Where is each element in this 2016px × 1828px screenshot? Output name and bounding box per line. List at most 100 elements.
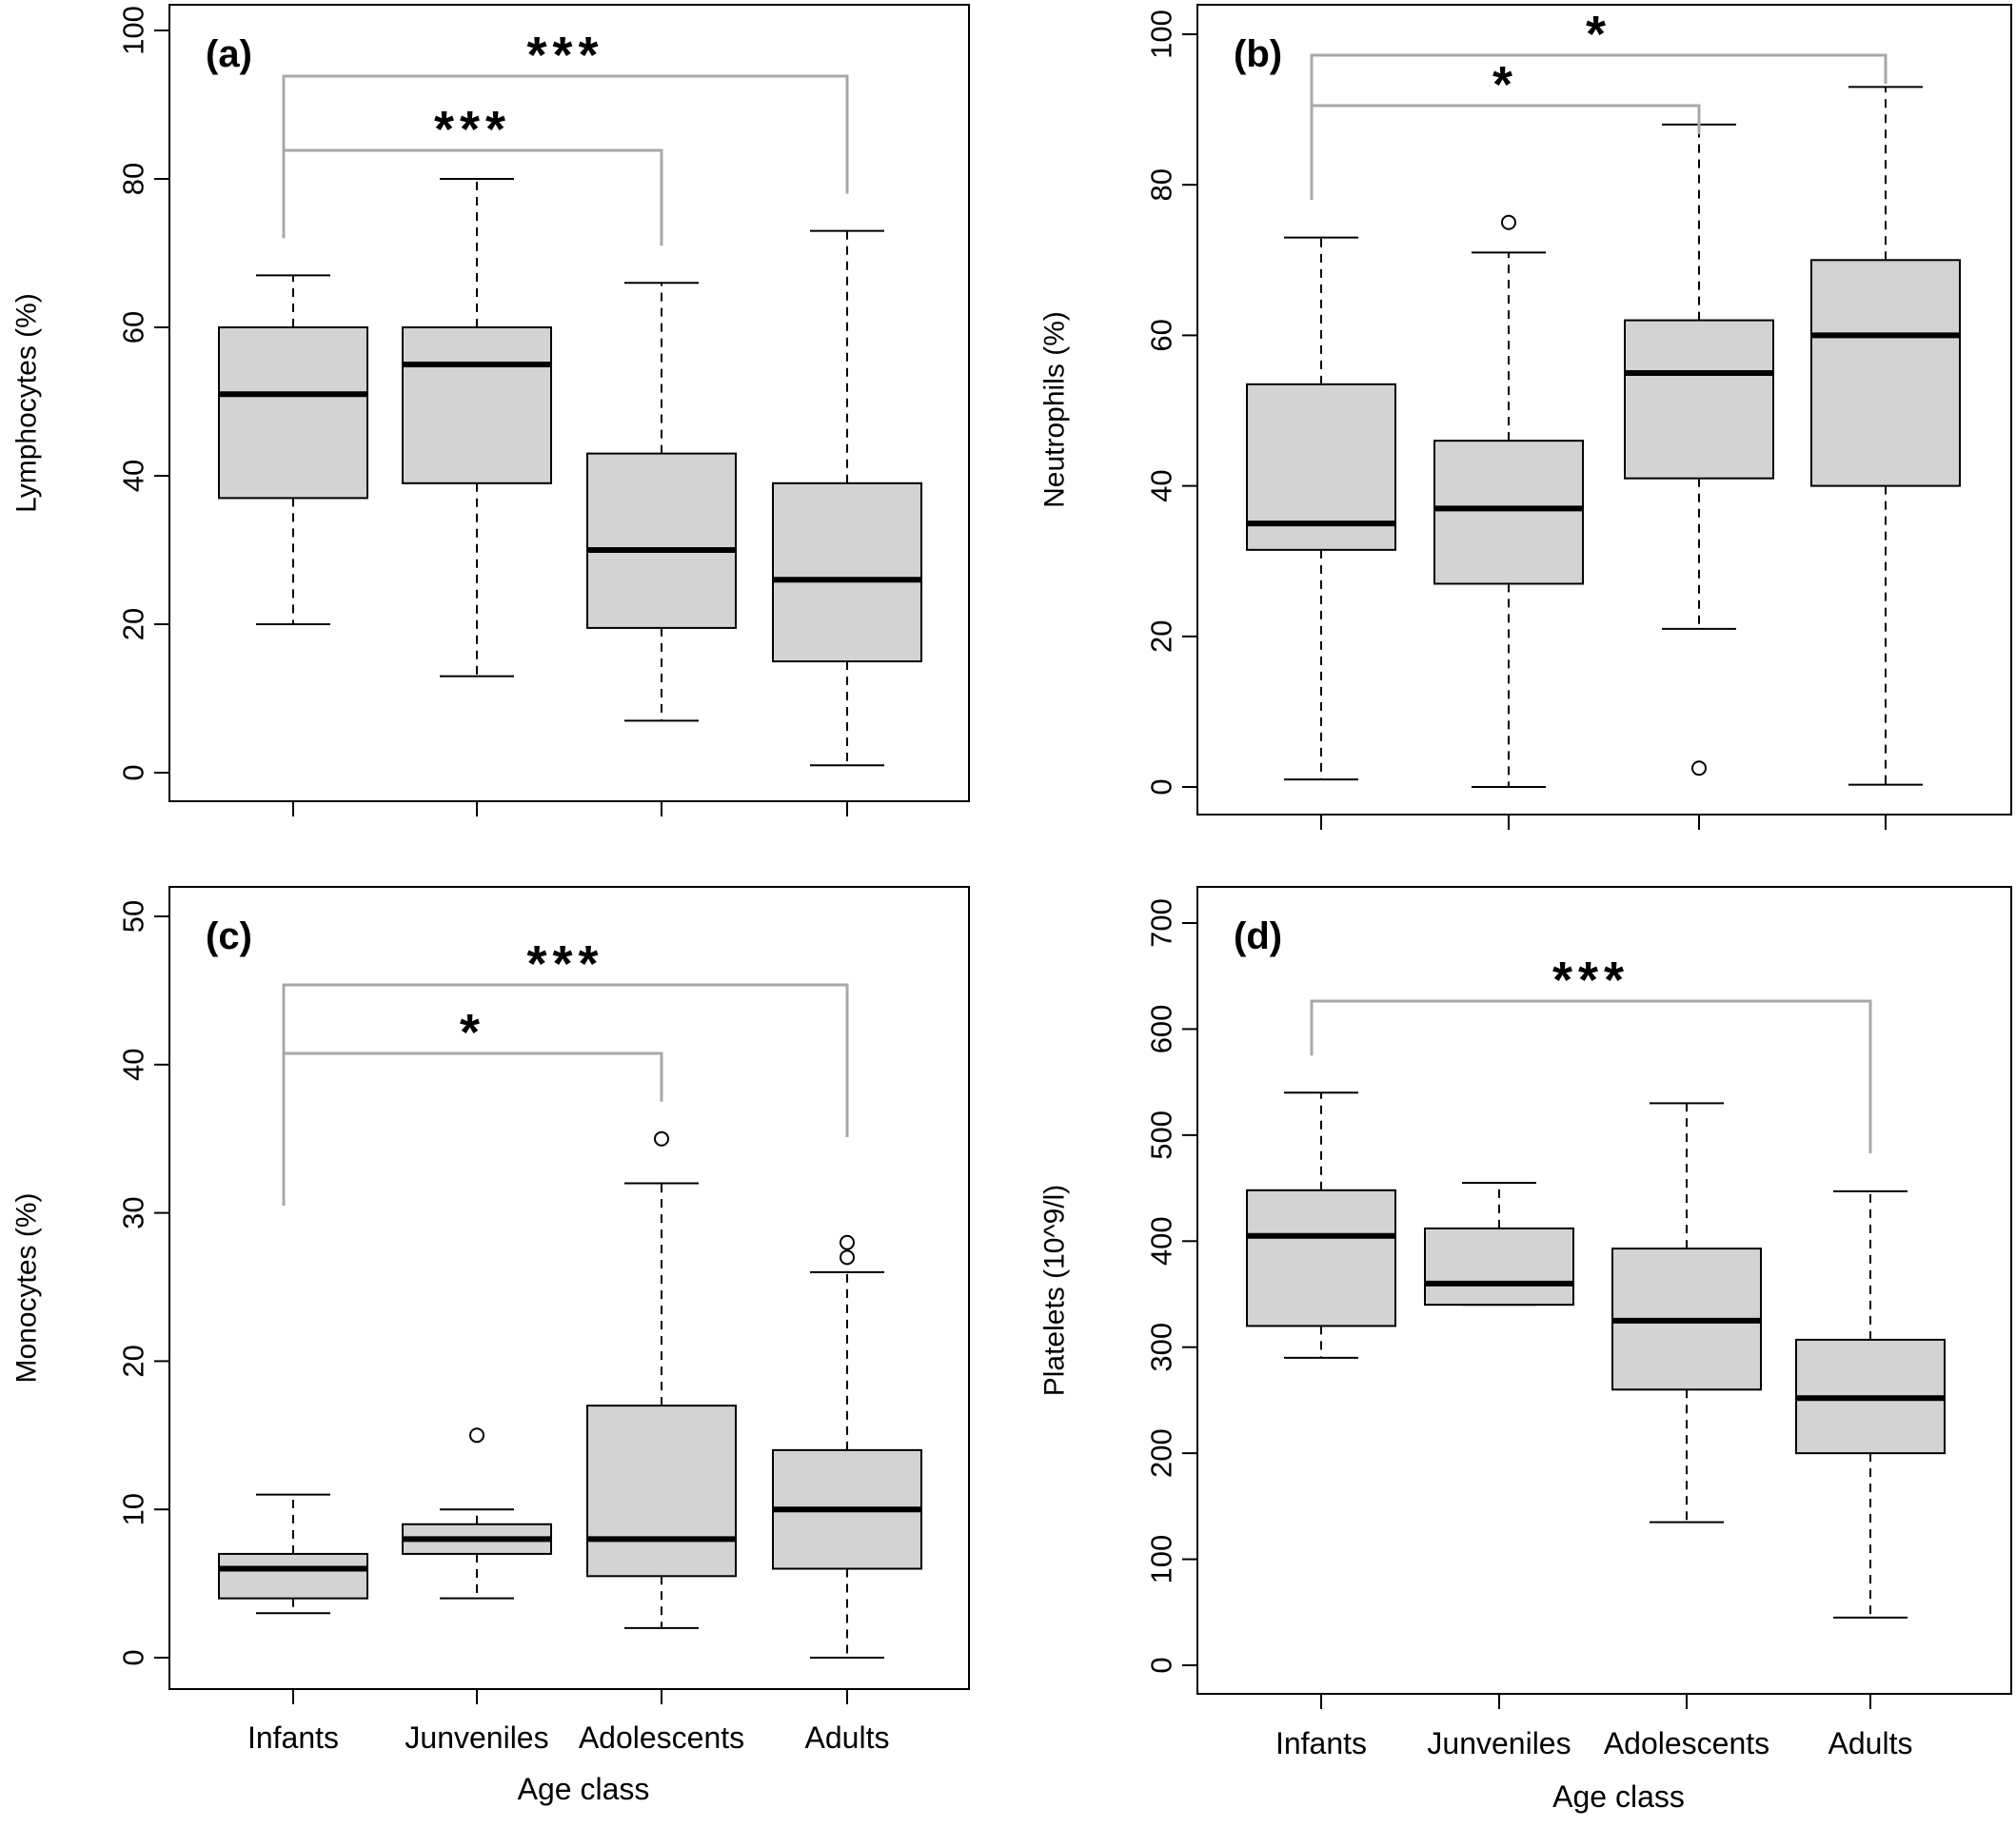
outlier-point <box>654 1130 669 1147</box>
box-adolescents <box>1611 1102 1762 1523</box>
iqr-box <box>1424 1227 1574 1307</box>
box-junveniles <box>1424 1182 1574 1307</box>
y-axis-title: Platelets (10^9/l) <box>1039 1185 1071 1397</box>
y-tick-label: 400 <box>1145 1216 1178 1266</box>
y-tick-label: 80 <box>1145 168 1178 201</box>
bracket-line <box>282 983 849 1137</box>
y-tick-label: 300 <box>1145 1323 1178 1372</box>
outlier-point <box>469 1427 484 1444</box>
y-tick-label: 100 <box>1145 10 1178 59</box>
iqr-box <box>586 1405 737 1578</box>
panel-label: (b) <box>1234 33 1282 75</box>
x-category-label: Junveniles <box>1427 1726 1571 1760</box>
x-category-label: Adults <box>1828 1726 1913 1760</box>
x-category-label: Junveniles <box>405 1720 548 1755</box>
y-axis-title: Neutrophils (%) <box>1039 311 1071 508</box>
box-adults <box>1795 1189 1946 1619</box>
bracket-line <box>1310 53 1888 201</box>
x-category-label: Adults <box>805 1720 890 1755</box>
significance-label: * <box>460 1004 485 1061</box>
iqr-box <box>1246 1189 1396 1327</box>
y-tick-label: 40 <box>117 1049 150 1081</box>
bracket-line <box>282 1052 663 1206</box>
plot-frame <box>1196 4 2012 816</box>
y-tick-label: 60 <box>117 311 150 344</box>
y-tick-label: 40 <box>117 460 150 492</box>
box-infants <box>218 274 368 625</box>
x-category-label: Adolescents <box>1604 1726 1769 1760</box>
bracket-line <box>282 74 849 228</box>
y-tick-label: 100 <box>117 6 150 55</box>
y-axis-title: Lymphocytes (%) <box>11 293 43 513</box>
iqr-box <box>218 1552 368 1600</box>
box-adolescents <box>586 282 737 722</box>
box-junveniles <box>402 1427 552 1600</box>
iqr-box <box>1624 319 1774 480</box>
iqr-box <box>1810 259 1961 487</box>
box-adults <box>1810 86 1961 786</box>
box-junveniles <box>402 178 552 678</box>
panel-a: 0 20 40 60 80 100 Lymphocytes (%) (a) *** *** <box>11 4 970 816</box>
y-tick-label: 0 <box>117 1649 150 1665</box>
outlier-point <box>1691 760 1707 776</box>
panel-b: 0 20 40 60 80 100 Neutrophils (%) (b) * * <box>1039 4 2012 830</box>
bracket-line <box>1310 999 1872 1153</box>
x-axis-title: Age class <box>518 1772 650 1806</box>
panel-c: 0 10 20 30 40 50 Monocytes (%) Infants Junvenile… <box>11 886 970 1806</box>
x-axis-title: Age class <box>1552 1779 1685 1814</box>
y-tick-label: 20 <box>117 1345 150 1377</box>
y-tick-label: 600 <box>1145 1005 1178 1054</box>
y-tick-label: 50 <box>117 900 150 933</box>
box-infants <box>218 1493 368 1615</box>
y-axis-title: Monocytes (%) <box>11 1192 43 1383</box>
bracket-line <box>1310 104 1701 201</box>
significance-label: *** <box>526 27 603 84</box>
significance-bracket: * <box>282 1004 663 1206</box>
box-adolescents <box>1624 123 1774 776</box>
y-tick-label: 0 <box>117 764 150 780</box>
iqr-box <box>1433 440 1584 585</box>
x-category-label: Adolescents <box>579 1720 744 1755</box>
panel-label: (a) <box>206 33 252 75</box>
iqr-box <box>772 482 922 662</box>
y-tick-label: 0 <box>1145 1657 1178 1673</box>
x-category-label: Infants <box>247 1720 339 1755</box>
box-infants <box>1246 236 1396 781</box>
plot-frame <box>168 4 970 802</box>
iqr-box <box>218 326 368 500</box>
y-tick-label: 40 <box>1145 469 1178 501</box>
significance-bracket: *** <box>282 935 849 1137</box>
box-adults <box>772 1234 922 1659</box>
box-adults <box>772 229 922 767</box>
y-tick-label: 20 <box>117 608 150 640</box>
significance-bracket: *** <box>282 27 849 228</box>
bracket-line <box>282 148 663 246</box>
y-tick-label: 60 <box>1145 319 1178 351</box>
y-tick-label: 100 <box>1145 1535 1178 1584</box>
iqr-box <box>402 326 552 484</box>
iqr-box <box>586 452 737 629</box>
significance-bracket: * <box>1310 56 1701 201</box>
y-tick-label: 200 <box>1145 1428 1178 1478</box>
box-infants <box>1246 1091 1396 1359</box>
y-tick-label: 80 <box>117 163 150 195</box>
box-junveniles <box>1433 214 1584 788</box>
panel-label: (d) <box>1234 915 1282 957</box>
significance-label: *** <box>434 101 511 158</box>
box-adolescents <box>586 1130 737 1629</box>
y-tick-label: 20 <box>1145 620 1178 653</box>
y-tick-label: 0 <box>1145 778 1178 795</box>
y-tick-label: 500 <box>1145 1111 1178 1160</box>
significance-label: * <box>1492 56 1518 113</box>
significance-label: * <box>1586 6 1611 63</box>
outlier-point <box>840 1234 855 1250</box>
significance-bracket: *** <box>1310 952 1872 1153</box>
y-tick-label: 700 <box>1145 898 1178 948</box>
significance-label: *** <box>1552 952 1630 1009</box>
x-category-label: Infants <box>1275 1726 1367 1760</box>
y-tick-label: 10 <box>117 1493 150 1525</box>
significance-bracket: * <box>1310 6 1888 201</box>
significance-label: *** <box>526 935 603 993</box>
panel-d: 0 100 200 300 400 500 600 700 Platelets (10^9/l)… <box>1039 886 2012 1814</box>
